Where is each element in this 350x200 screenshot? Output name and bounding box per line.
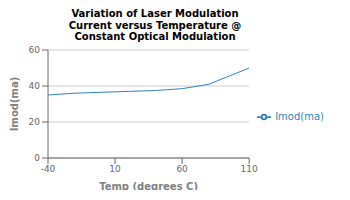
- html-text:Imod(ma): Imod(ma): [275, 111, 324, 122]
- svg-text:0: 0: [34, 153, 40, 163]
- svg-text:60: 60: [29, 45, 41, 55]
- html-text:Variation of Laser Modulation: Variation of Laser Modulation Current ve…: [68, 8, 242, 42]
- svg-text:40: 40: [29, 81, 41, 91]
- svg-text:110: 110: [241, 164, 258, 174]
- svg-text:Temp (degrees C): Temp (degrees C): [99, 181, 198, 190]
- svg-text:10: 10: [109, 164, 121, 174]
- svg-text:60: 60: [176, 164, 188, 174]
- svg-text:20: 20: [29, 117, 41, 127]
- svg-text:Imod(ma): Imod(ma): [9, 77, 20, 131]
- svg-text:-40: -40: [41, 164, 56, 174]
